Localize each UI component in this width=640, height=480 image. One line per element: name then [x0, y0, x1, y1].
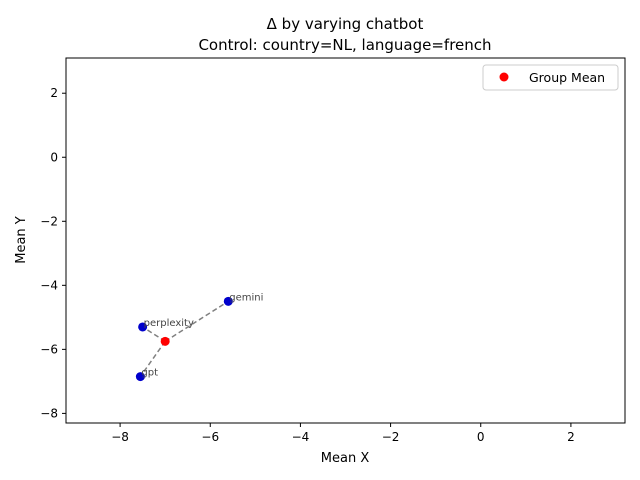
chart-subtitle: Control: country=NL, language=french: [198, 36, 491, 54]
x-tick-label: −2: [382, 430, 400, 444]
data-point-gpt: [135, 372, 145, 382]
y-axis-label: Mean Y: [14, 216, 29, 264]
data-points: gemini perplexity gpt: [135, 292, 263, 382]
y-tick-label: −2: [40, 214, 58, 228]
x-tick-label: −8: [111, 430, 129, 444]
y-tick-label: −6: [40, 342, 58, 356]
connector-line: [164, 300, 229, 342]
point-label-gemini: gemini: [229, 292, 263, 303]
y-tick-label: −4: [40, 278, 58, 292]
x-tick-label: 0: [477, 430, 485, 444]
group-mean-point: [160, 336, 170, 346]
y-tick-label: 0: [50, 150, 58, 164]
y-tick-label: −8: [40, 406, 58, 420]
data-point-gemini: [223, 296, 233, 306]
x-tick-label: 2: [567, 430, 575, 444]
point-label-gpt: gpt: [141, 368, 158, 379]
axis-ticks: −8 −6 −4 −2 0 2 −8 −6 −4 −2 0 2: [40, 86, 574, 444]
y-tick-label: 2: [50, 86, 58, 100]
connector-lines: [139, 300, 229, 378]
connector-line: [139, 340, 166, 378]
chart-title: Δ by varying chatbot: [267, 15, 424, 33]
point-label-perplexity: perplexity: [144, 318, 194, 329]
legend-label: Group Mean: [529, 70, 605, 85]
x-axis-label: Mean X: [321, 451, 370, 466]
plot-frame: [65, 57, 626, 424]
data-point-perplexity: [138, 322, 148, 332]
legend-box: [482, 64, 619, 91]
legend-marker: [499, 72, 509, 82]
x-tick-label: −6: [201, 430, 219, 444]
x-tick-label: −4: [292, 430, 310, 444]
legend: Group Mean: [482, 64, 619, 91]
